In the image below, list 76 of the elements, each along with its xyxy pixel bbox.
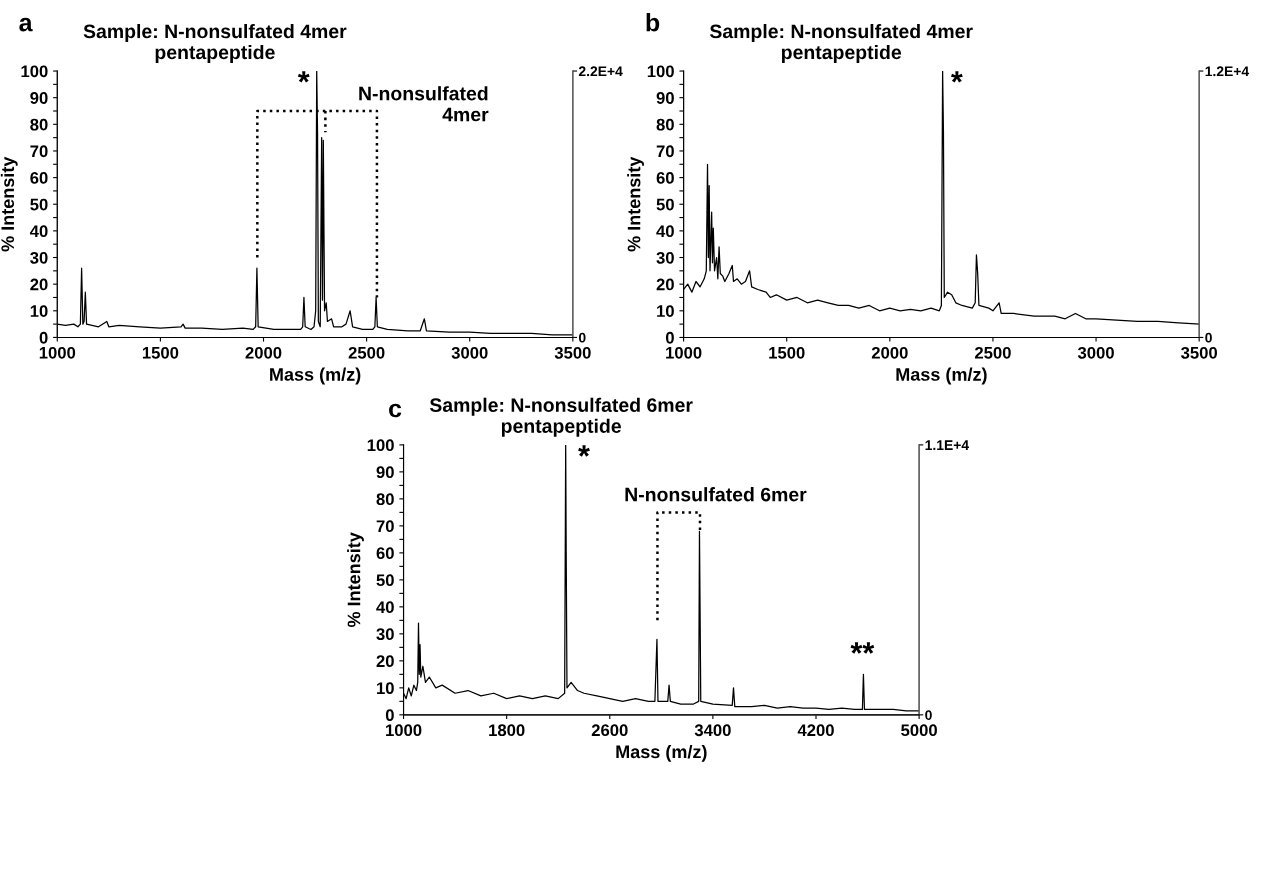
x-axis-title: Mass (m/z) bbox=[270, 367, 361, 385]
y-tick-label: 40 bbox=[376, 601, 394, 614]
x-tick-label: 1500 bbox=[769, 346, 805, 359]
x-tick-label: 1000 bbox=[666, 346, 702, 359]
y-tick-label: 50 bbox=[30, 198, 48, 211]
y-tick-label: 70 bbox=[30, 145, 48, 158]
y2-tick-label: 1.2E+4 bbox=[1205, 66, 1250, 77]
y-tick-label: 70 bbox=[656, 145, 674, 158]
annotation: ** bbox=[850, 642, 875, 654]
chart-subtitle: Sample: N-nonsulfated 6mer pentapeptide bbox=[429, 397, 693, 437]
x-tick-label: 4200 bbox=[797, 724, 834, 737]
annotation: N-nonsulfated 4mer bbox=[359, 86, 489, 122]
y-tick-label: 10 bbox=[30, 305, 48, 317]
y-tick-label: 100 bbox=[21, 65, 48, 78]
x-axis-title: Mass (m/z) bbox=[616, 744, 707, 762]
chart-title: c bbox=[389, 403, 402, 418]
x-tick-label: 2500 bbox=[348, 346, 385, 359]
x-tick-label: 2000 bbox=[245, 346, 282, 359]
x-tick-label: 5000 bbox=[901, 724, 937, 737]
y-tick-label: 50 bbox=[656, 198, 674, 211]
y-tick-label: 100 bbox=[647, 65, 674, 78]
y-tick-label: 50 bbox=[376, 574, 394, 587]
y-tick-label: 30 bbox=[30, 251, 48, 264]
x-tick-label: 3000 bbox=[451, 346, 488, 359]
y-tick-label: 30 bbox=[376, 628, 394, 641]
chart-title: b bbox=[646, 13, 660, 32]
y-tick-label: 90 bbox=[656, 92, 674, 104]
y-tick-label: 20 bbox=[30, 278, 48, 291]
y-tick-label: 10 bbox=[657, 305, 674, 317]
line-series bbox=[403, 444, 920, 712]
x-tick-label: 3400 bbox=[694, 724, 731, 737]
y-tick-label: 80 bbox=[656, 118, 674, 131]
x-tick-label: 1000 bbox=[386, 724, 422, 737]
y2-tick-label: 2.2E+4 bbox=[578, 66, 623, 77]
x-axis-title: Mass (m/z) bbox=[896, 367, 987, 385]
y-tick-label: 0 bbox=[665, 331, 674, 344]
x-tick-label: 2000 bbox=[871, 346, 908, 359]
y-tick-label: 70 bbox=[376, 520, 394, 533]
x-tick-label: 3000 bbox=[1077, 346, 1114, 359]
annotation: * bbox=[297, 71, 310, 83]
y2-tick-label: 0 bbox=[925, 710, 932, 721]
y-tick-label: 0 bbox=[385, 709, 394, 722]
x-tick-label: 2500 bbox=[974, 346, 1011, 359]
y-tick-label: 40 bbox=[29, 225, 48, 238]
x-tick-label: 1000 bbox=[39, 346, 76, 359]
x-tick-label: 2600 bbox=[591, 724, 628, 737]
y-tick-label: 80 bbox=[376, 493, 394, 506]
y-axis-title: % Intensity bbox=[627, 156, 644, 252]
x-tick-label: 3500 bbox=[1181, 346, 1218, 359]
y-tick-label: 30 bbox=[656, 251, 674, 264]
y-tick-label: 0 bbox=[39, 331, 48, 344]
y2-tick-label: 0 bbox=[1205, 332, 1212, 343]
y-tick-label: 60 bbox=[376, 547, 394, 560]
y-tick-label: 60 bbox=[30, 172, 48, 184]
y-tick-label: 20 bbox=[376, 655, 394, 668]
y2-tick-label: 1.1E+4 bbox=[925, 440, 969, 450]
y-tick-label: 90 bbox=[376, 466, 394, 479]
y-tick-label: 80 bbox=[30, 118, 48, 131]
y2-tick-label: 0 bbox=[578, 332, 586, 343]
y-tick-label: 20 bbox=[656, 278, 674, 291]
chart-subtitle: Sample: N-nonsulfated 4mer pentapeptide bbox=[709, 23, 973, 64]
y-tick-label: 60 bbox=[656, 172, 674, 184]
y-tick-label: 90 bbox=[30, 92, 48, 104]
y-tick-label: 10 bbox=[377, 682, 394, 695]
x-tick-label: 1800 bbox=[489, 724, 525, 737]
x-tick-label: 3500 bbox=[554, 346, 591, 359]
y-tick-label: 40 bbox=[656, 225, 674, 238]
annotation: * bbox=[578, 445, 590, 457]
y-axis-title: % Intensity bbox=[347, 532, 364, 628]
annotation: N-nonsulfated 6mer bbox=[625, 487, 807, 502]
y-tick-label: 100 bbox=[367, 439, 394, 452]
chart-title: a bbox=[19, 17, 33, 32]
chart-subtitle: Sample: N-nonsulfated 4mer pentapeptide bbox=[83, 23, 347, 64]
x-tick-label: 1500 bbox=[142, 346, 179, 359]
annotation: * bbox=[950, 71, 963, 83]
y-axis-title: % Intensity bbox=[0, 156, 18, 252]
